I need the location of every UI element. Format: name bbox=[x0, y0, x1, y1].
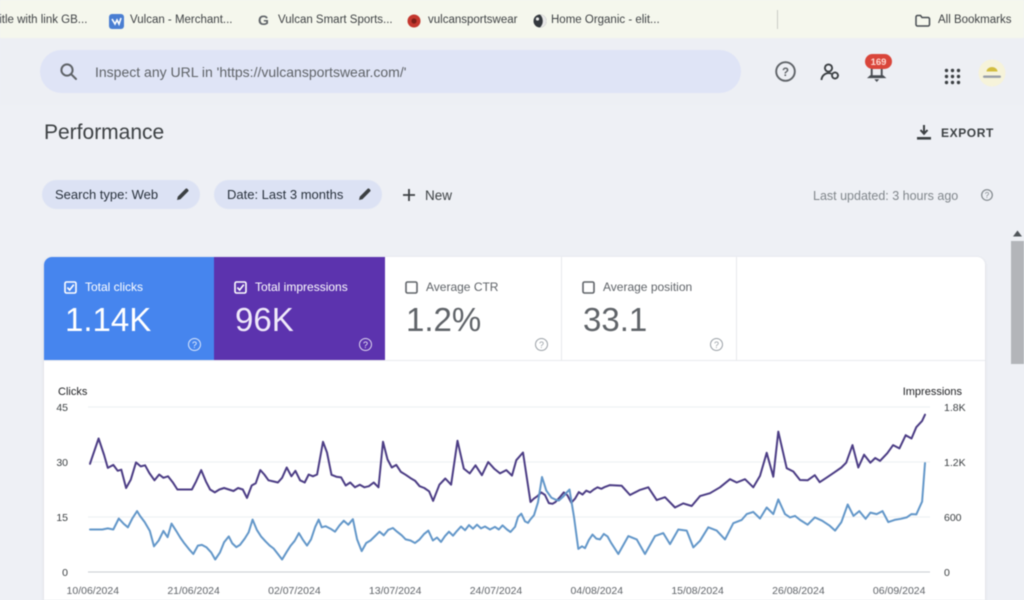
svg-text:Clicks: Clicks bbox=[58, 386, 88, 398]
svg-text:13/07/2024: 13/07/2024 bbox=[369, 585, 422, 597]
svg-text:1.2K: 1.2K bbox=[944, 457, 966, 469]
svg-text:0: 0 bbox=[944, 567, 950, 579]
svg-text:Impressions: Impressions bbox=[903, 386, 963, 398]
svg-text:26/08/2024: 26/08/2024 bbox=[772, 585, 825, 597]
svg-text:?: ? bbox=[985, 191, 990, 200]
svg-text:?: ? bbox=[782, 67, 789, 79]
svg-text:45: 45 bbox=[56, 402, 68, 414]
svg-text:169: 169 bbox=[871, 57, 887, 68]
svg-text:06/09/2024: 06/09/2024 bbox=[873, 585, 926, 597]
svg-text:15: 15 bbox=[56, 512, 68, 524]
svg-text:21/06/2024: 21/06/2024 bbox=[167, 585, 220, 597]
svg-text:30: 30 bbox=[56, 457, 68, 469]
svg-text:10/06/2024: 10/06/2024 bbox=[67, 585, 120, 597]
svg-text:02/07/2024: 02/07/2024 bbox=[268, 585, 321, 597]
svg-text:15/08/2024: 15/08/2024 bbox=[671, 585, 724, 597]
svg-text:24/07/2024: 24/07/2024 bbox=[470, 585, 523, 597]
svg-text:1.8K: 1.8K bbox=[944, 402, 966, 414]
svg-text:600: 600 bbox=[944, 512, 962, 524]
svg-text:0: 0 bbox=[62, 567, 68, 579]
svg-text:04/08/2024: 04/08/2024 bbox=[571, 585, 624, 597]
